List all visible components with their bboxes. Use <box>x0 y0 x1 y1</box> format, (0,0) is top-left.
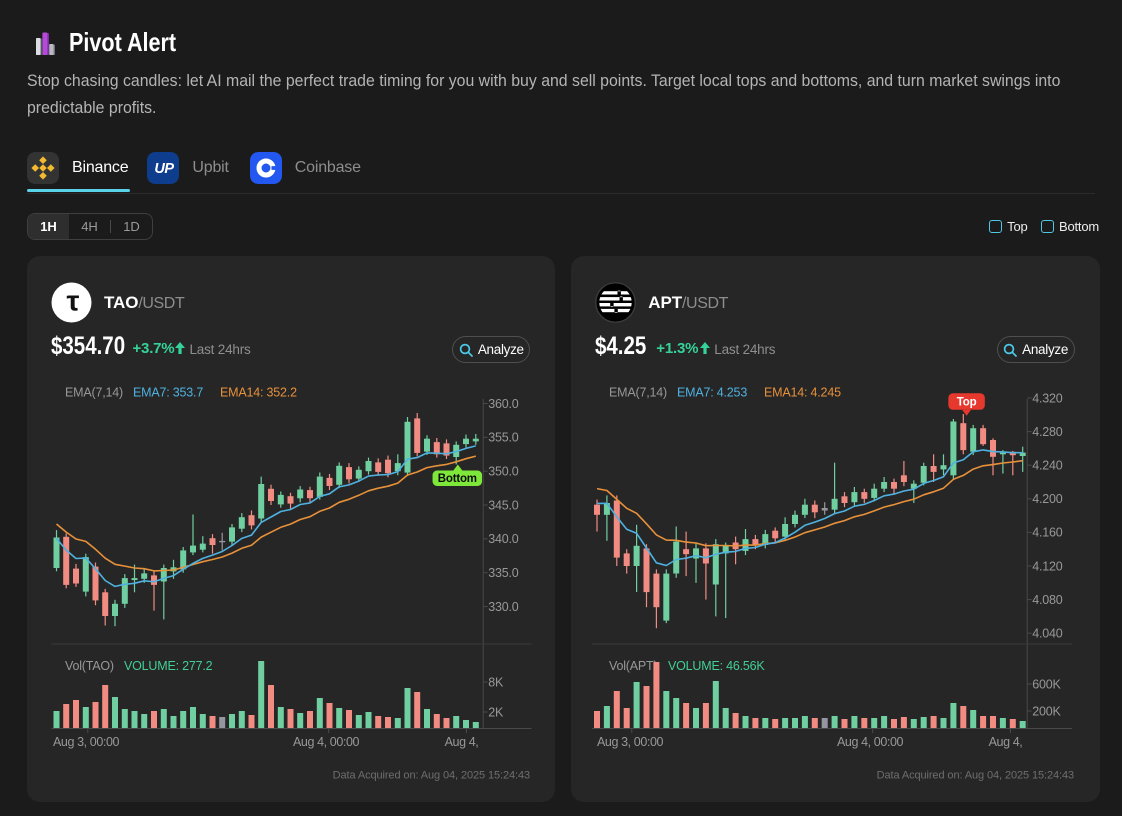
svg-text:τ: τ <box>67 286 80 318</box>
svg-text:UP: UP <box>155 161 175 177</box>
